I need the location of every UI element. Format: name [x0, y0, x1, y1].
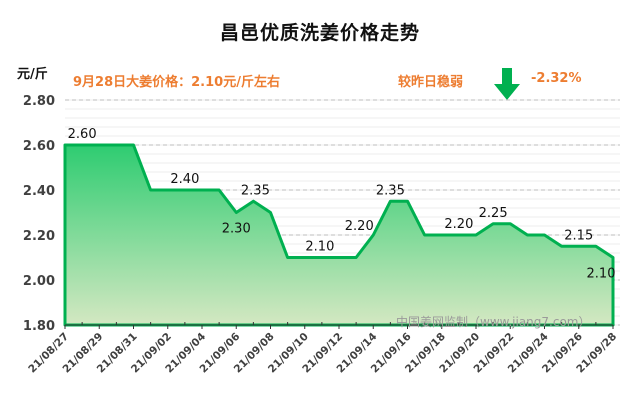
y-axis: 1.80 2.00 2.20 2.40 2.60 2.80	[23, 94, 55, 334]
data-label: 2.35	[241, 183, 270, 198]
data-label: 2.30	[222, 222, 251, 237]
data-labels: 2.60 2.40 2.30 2.35 2.10 2.20 2.35 2.20 2.25 2.15…	[68, 127, 616, 282]
data-label: 2.10	[587, 267, 616, 282]
y-tick-label: 2.60	[23, 139, 55, 154]
change-percent: -2.32%	[531, 71, 582, 86]
data-label: 2.35	[376, 183, 405, 198]
watermark: 中国姜网监制（www.jiang7.com）	[396, 314, 590, 329]
price-note: 9月28日大姜价格：2.10元/斤左右	[73, 75, 280, 90]
data-label: 2.25	[479, 206, 508, 221]
data-label: 2.20	[444, 217, 473, 232]
y-tick-label: 2.20	[23, 229, 55, 244]
chart-title: 昌邑优质洗姜价格走势	[219, 22, 420, 44]
down-arrow-icon	[494, 68, 520, 100]
x-axis: 21/08/2721/08/2921/08/3121/09/0221/09/04…	[26, 322, 619, 376]
data-label: 2.40	[170, 172, 199, 187]
y-tick-label: 2.00	[23, 274, 55, 289]
y-axis-unit: 元/斤	[17, 67, 48, 82]
y-tick-label: 2.40	[23, 184, 55, 199]
data-label: 2.15	[564, 228, 593, 243]
price-line	[63, 143, 615, 327]
y-tick-label: 1.80	[23, 319, 55, 334]
y-tick-label: 2.80	[23, 94, 55, 109]
data-label: 2.60	[68, 127, 97, 142]
trend-note: 较昨日稳弱	[398, 75, 464, 90]
data-label: 2.20	[345, 219, 374, 234]
data-label: 2.10	[305, 240, 334, 255]
